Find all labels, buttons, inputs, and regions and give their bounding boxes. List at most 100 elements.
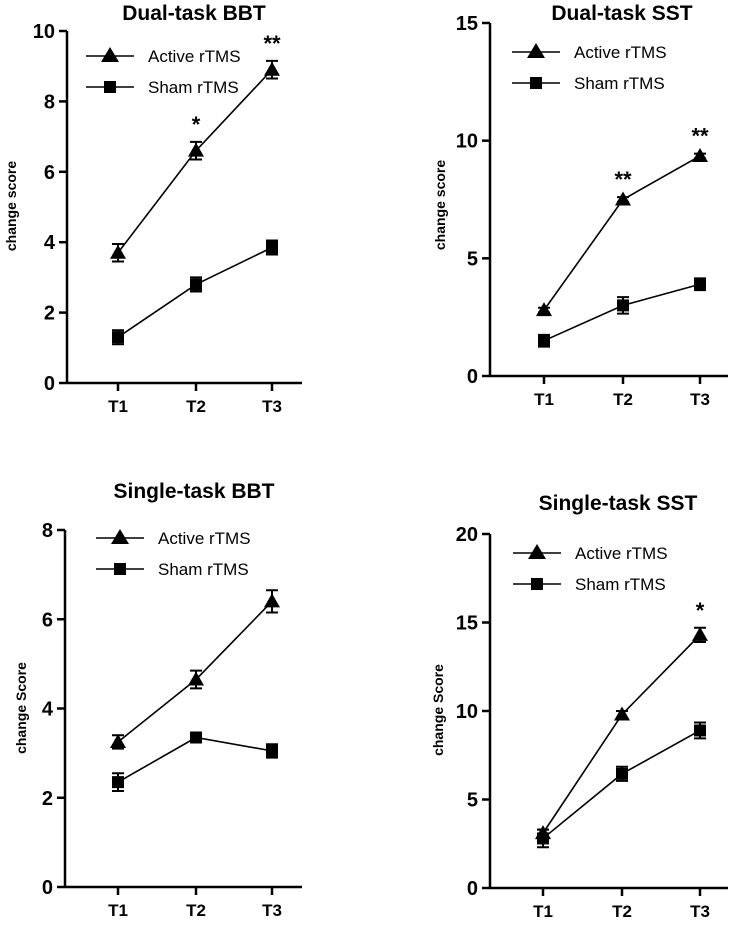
legend-label-active-rtms: Active rTMS	[158, 529, 251, 548]
data-point-sham-rtms	[112, 331, 124, 344]
data-point-sham-rtms	[190, 278, 202, 291]
legend-label-sham-rtms: Sham rTMS	[574, 74, 665, 93]
chart-title: Dual-task BBT	[122, 2, 266, 25]
data-point-sham-rtms	[190, 731, 202, 744]
y-tick-label: 10	[456, 131, 478, 153]
series-line-sham-rtms	[542, 729, 701, 840]
legend-marker-sham-rtms	[530, 77, 542, 89]
x-tick-label: T1	[533, 902, 553, 921]
significance-marker: **	[691, 124, 709, 149]
plot-area: 0 2 4 6 8 T1 T2 T3 Active rTMS Sham rTMS	[42, 520, 302, 920]
series-line-sham-rtms	[117, 736, 273, 783]
x-tick-label: T1	[108, 397, 128, 416]
data-point-sham-rtms	[538, 334, 550, 347]
y-tick-label: 15	[456, 613, 478, 635]
data-point-sham-rtms	[694, 278, 706, 291]
significance-marker: *	[192, 112, 201, 137]
data-point-sham-rtms	[266, 241, 278, 254]
chart-title: Single-task SST	[539, 492, 698, 515]
x-tick-label: T3	[262, 901, 282, 920]
y-tick-label: 4	[42, 699, 54, 721]
data-point-sham-rtms	[112, 776, 124, 789]
data-point-active-rtms	[614, 706, 630, 721]
x-tick-label: T2	[186, 901, 206, 920]
legend-marker-active-rtms	[528, 544, 546, 559]
y-tick-label: 10	[456, 701, 478, 723]
y-tick-label: 5	[467, 790, 478, 812]
data-point-active-rtms	[264, 61, 280, 76]
plot-area: 0 5 10 15 20 T1 T2 T3 * Active rTMS Sham rTMS	[456, 524, 728, 921]
x-tick-label: T3	[690, 390, 710, 409]
x-tick-label: T1	[108, 901, 128, 920]
legend-label-active-rtms: Active rTMS	[574, 43, 667, 62]
legend-marker-active-rtms	[111, 529, 129, 544]
legend-marker-sham-rtms	[104, 81, 116, 93]
data-point-active-rtms	[615, 191, 631, 206]
x-tick-label: T2	[613, 390, 633, 409]
legend-label-sham-rtms: Sham rTMS	[148, 78, 239, 97]
data-point-sham-rtms	[694, 724, 706, 737]
legend-label-sham-rtms: Sham rTMS	[575, 575, 666, 594]
y-tick-label: 2	[42, 788, 53, 810]
legend-label-active-rtms: Active rTMS	[575, 544, 668, 563]
data-point-sham-rtms	[266, 744, 278, 757]
y-tick-label: 6	[42, 609, 53, 631]
data-point-sham-rtms	[537, 832, 549, 845]
data-point-active-rtms	[692, 626, 708, 641]
data-point-active-rtms	[692, 147, 708, 162]
x-tick-label: T3	[262, 397, 282, 416]
data-point-active-rtms	[110, 244, 126, 259]
y-axis-label: change Score	[430, 664, 446, 756]
y-tick-label: 10	[33, 21, 55, 43]
chart-single-task-sst: Single-task SST change Score 0 5 10 15 20 T1 T…	[430, 492, 728, 921]
legend-marker-sham-rtms	[114, 563, 126, 575]
panel-dual-task-bbt: Dual-task BBT change score 0 2 4 6 8 10 T1 T2 T3…	[0, 0, 372, 466]
significance-marker: **	[263, 31, 281, 56]
chart-dual-task-bbt: Dual-task BBT change score 0 2 4 6 8 10 T1 T2 T3…	[3, 2, 302, 416]
y-axis-label: change score	[432, 160, 448, 250]
x-tick-label: T2	[612, 902, 632, 921]
y-tick-label: 8	[44, 91, 55, 113]
legend-label-sham-rtms: Sham rTMS	[158, 560, 249, 579]
data-point-sham-rtms	[616, 767, 628, 780]
y-axis-label: change Score	[13, 662, 29, 754]
y-tick-label: 15	[456, 13, 478, 35]
y-axis-label: change score	[3, 161, 19, 251]
significance-marker: **	[614, 167, 632, 192]
y-tick-label: 0	[44, 373, 55, 395]
significance-marker: *	[696, 598, 705, 623]
y-tick-label: 0	[42, 877, 53, 899]
y-tick-label: 6	[44, 162, 55, 184]
data-point-sham-rtms	[617, 299, 629, 312]
data-point-active-rtms	[536, 302, 552, 317]
series-line-active-rtms	[542, 634, 701, 834]
x-tick-label: T3	[690, 902, 710, 921]
chart-dual-task-sst: Dual-task SST change score 0 5 10 15 T1 T2 T3 *…	[432, 2, 728, 409]
data-point-active-rtms	[110, 733, 126, 748]
legend-label-active-rtms: Active rTMS	[148, 47, 241, 66]
x-tick-label: T2	[186, 397, 206, 416]
legend-marker-sham-rtms	[531, 578, 543, 590]
y-tick-label: 0	[467, 878, 478, 900]
chart-title: Dual-task SST	[551, 2, 692, 25]
y-tick-label: 2	[44, 303, 55, 325]
panel-single-task-sst: Single-task SST change Score 0 5 10 15 20 T1 T…	[372, 466, 744, 931]
chart-single-task-bbt: Single-task BBT change Score 0 2 4 6 8 T1 T2 T3…	[13, 480, 302, 920]
legend-marker-active-rtms	[101, 47, 119, 62]
panel-single-task-bbt: Single-task BBT change Score 0 2 4 6 8 T1 T2 T3…	[0, 466, 372, 931]
series-line-active-rtms	[117, 69, 273, 254]
data-point-active-rtms	[188, 142, 204, 157]
panel-dual-task-sst: Dual-task SST change score 0 5 10 15 T1 T2 T3 *…	[372, 0, 744, 466]
y-tick-label: 4	[44, 232, 56, 254]
y-tick-label: 5	[467, 248, 478, 270]
y-tick-label: 0	[467, 366, 478, 388]
chart-title: Single-task BBT	[113, 480, 274, 503]
legend-marker-active-rtms	[527, 43, 545, 58]
y-tick-label: 20	[456, 524, 478, 546]
plot-area: 0 5 10 15 T1 T2 T3 ** ** Active rTMS Sham rTMS	[456, 13, 728, 409]
x-tick-label: T1	[534, 390, 554, 409]
data-point-active-rtms	[188, 671, 204, 686]
y-tick-label: 8	[42, 520, 53, 542]
data-point-active-rtms	[264, 593, 280, 608]
